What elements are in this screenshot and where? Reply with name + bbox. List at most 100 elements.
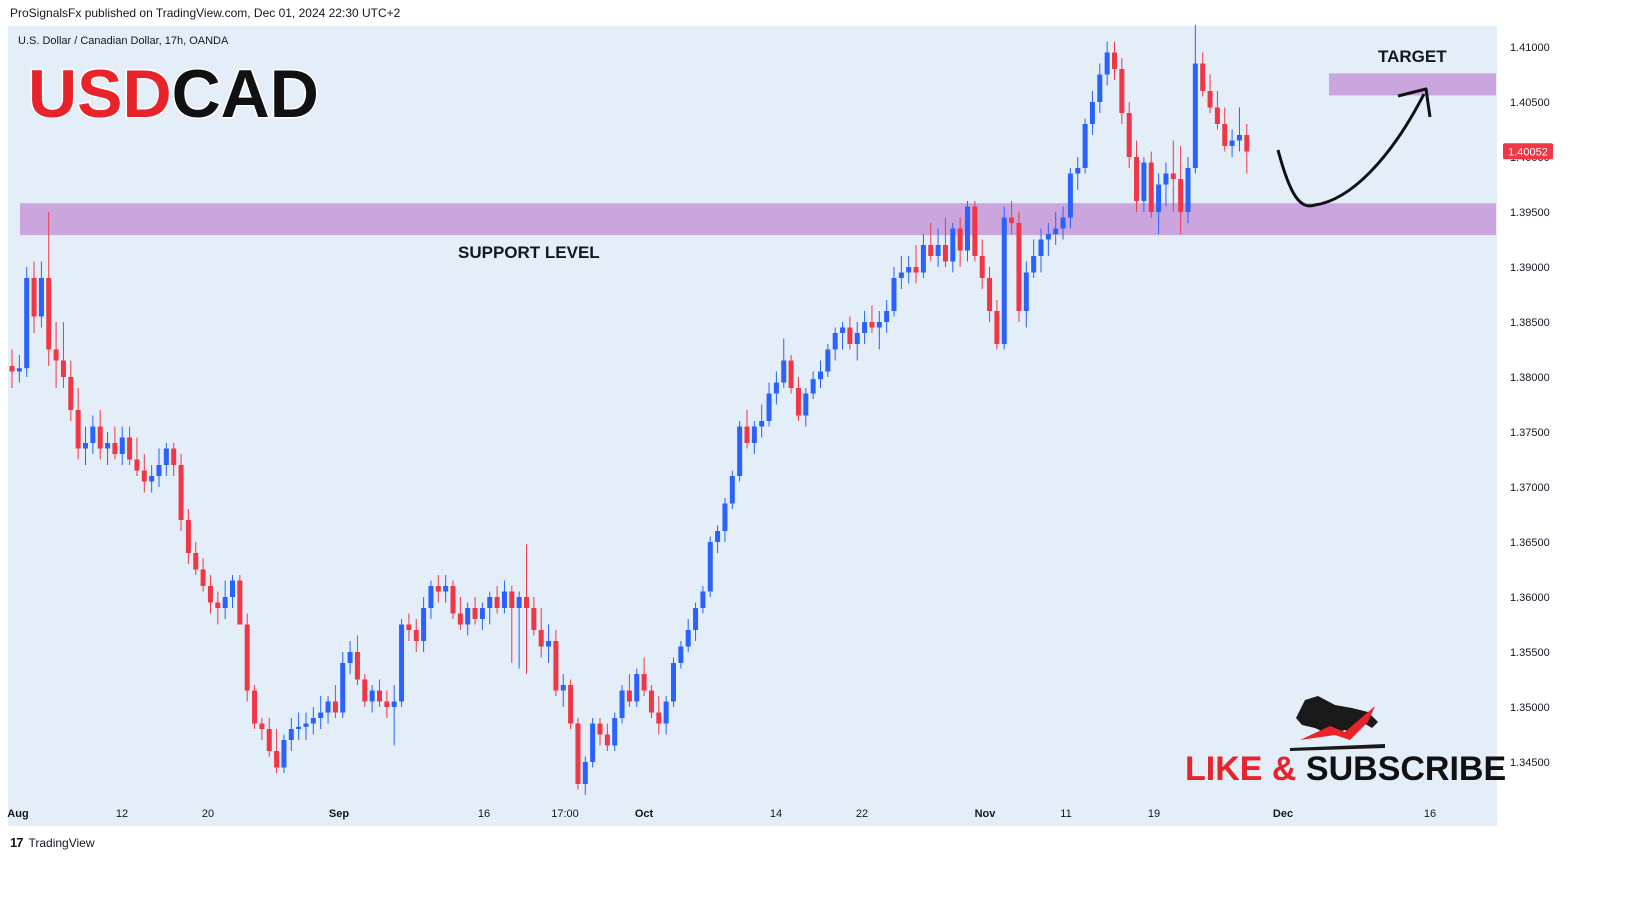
candle-body — [759, 421, 765, 427]
candle-body — [1112, 52, 1117, 69]
candle-body — [53, 349, 59, 361]
forecast-arrow-head — [1397, 87, 1432, 118]
candle-body — [134, 459, 140, 471]
tradingview-logo-icon: 17 — [10, 835, 24, 850]
candle-body — [1214, 107, 1220, 124]
candle-body — [318, 712, 324, 718]
candle-body — [479, 608, 485, 619]
candle-body — [928, 245, 934, 256]
candle-body — [1038, 239, 1044, 256]
time-tick-label: Sep — [329, 808, 349, 820]
candle-body — [619, 690, 625, 718]
candle-body — [546, 641, 552, 647]
candle-body — [1082, 124, 1088, 168]
candle-body — [1141, 162, 1147, 201]
candle-body — [83, 443, 88, 449]
candle-body — [362, 679, 368, 702]
candle-body — [766, 393, 772, 421]
time-tick-label: Oct — [635, 808, 654, 820]
candle-body — [524, 597, 529, 608]
candle-body — [1126, 113, 1132, 157]
last-price-tag — [1503, 143, 1553, 160]
candle-body — [457, 613, 463, 625]
price-tick-label: 1.36500 — [1510, 537, 1550, 549]
candle-body — [296, 726, 302, 729]
candle-body — [90, 426, 96, 443]
candle-body — [862, 322, 868, 333]
candle-body — [1170, 173, 1176, 179]
candle-body — [671, 663, 676, 702]
candle-body — [832, 333, 838, 350]
candle-body — [340, 663, 346, 713]
candle-body — [501, 591, 507, 608]
cta-part1: LIKE & — [1185, 750, 1306, 788]
candle-body — [1045, 234, 1051, 240]
candle-body — [553, 641, 559, 691]
candle-body — [942, 245, 948, 262]
candle-body — [1031, 256, 1037, 273]
time-tick-label: 16 — [1424, 808, 1436, 820]
time-tick-label: Nov — [975, 808, 997, 820]
candle-body — [178, 465, 184, 520]
candle-body — [237, 580, 243, 625]
time-tick-label: 16 — [478, 808, 490, 820]
candle-body — [1134, 157, 1140, 201]
candle-body — [795, 388, 801, 416]
candle-body — [185, 520, 191, 553]
candle-body — [994, 311, 1000, 344]
candle-body — [1053, 228, 1059, 234]
candle-body — [854, 333, 860, 344]
candle-body — [369, 690, 375, 702]
candle-body — [1009, 217, 1015, 223]
bull-logo — [1290, 696, 1385, 751]
candle-body — [1185, 168, 1191, 212]
candle-body — [656, 712, 662, 724]
candle-body — [641, 674, 647, 691]
candle-body — [24, 278, 30, 369]
candle-body — [612, 718, 618, 746]
price-tick-label: 1.37000 — [1510, 482, 1550, 494]
candle-body — [1023, 272, 1029, 311]
candle-body — [259, 723, 265, 729]
candle-body — [950, 228, 956, 262]
candle-body — [678, 646, 684, 663]
candle-body — [1104, 52, 1110, 75]
candle-body — [332, 701, 338, 713]
forecast-arrow — [1276, 93, 1426, 208]
candle-body — [1163, 173, 1169, 185]
candle-body — [1178, 179, 1184, 212]
time-tick-label: 12 — [116, 808, 128, 820]
price-axis: 1.410001.405001.400001.395001.390001.385… — [1510, 42, 1550, 769]
price-tick-label: 1.39000 — [1510, 262, 1550, 274]
candle-body — [266, 729, 272, 751]
candle-body — [406, 624, 412, 630]
candle-body — [215, 602, 221, 608]
candle-body — [987, 278, 993, 311]
chart-title-part2: CAD — [172, 56, 319, 132]
candle-body — [715, 531, 721, 542]
symbol-line: U.S. Dollar / Canadian Dollar, 17h, OAND… — [18, 35, 229, 47]
price-tick-label: 1.35000 — [1510, 702, 1550, 714]
candle-body — [281, 740, 287, 768]
candle-body — [935, 245, 941, 256]
candle-body — [648, 690, 654, 713]
candle-body — [105, 443, 111, 449]
candle-body — [898, 272, 904, 278]
target-label: TARGET — [1378, 47, 1447, 66]
time-tick-label: Aug — [7, 808, 28, 820]
candle-body — [38, 278, 44, 317]
price-tick-label: 1.38500 — [1510, 317, 1550, 329]
footer-brand: TradingView — [28, 835, 95, 850]
candle-body — [1222, 124, 1228, 146]
candle-body — [1089, 102, 1095, 124]
candle-body — [722, 503, 728, 531]
candle-body — [604, 734, 610, 746]
candle-body — [972, 206, 978, 256]
target-zone — [1329, 73, 1496, 96]
candle-body — [582, 762, 588, 784]
candle-body — [435, 586, 441, 592]
candle-body — [16, 368, 22, 372]
candle-body — [347, 652, 353, 663]
candle-body — [193, 553, 199, 570]
candle-body — [707, 542, 713, 592]
